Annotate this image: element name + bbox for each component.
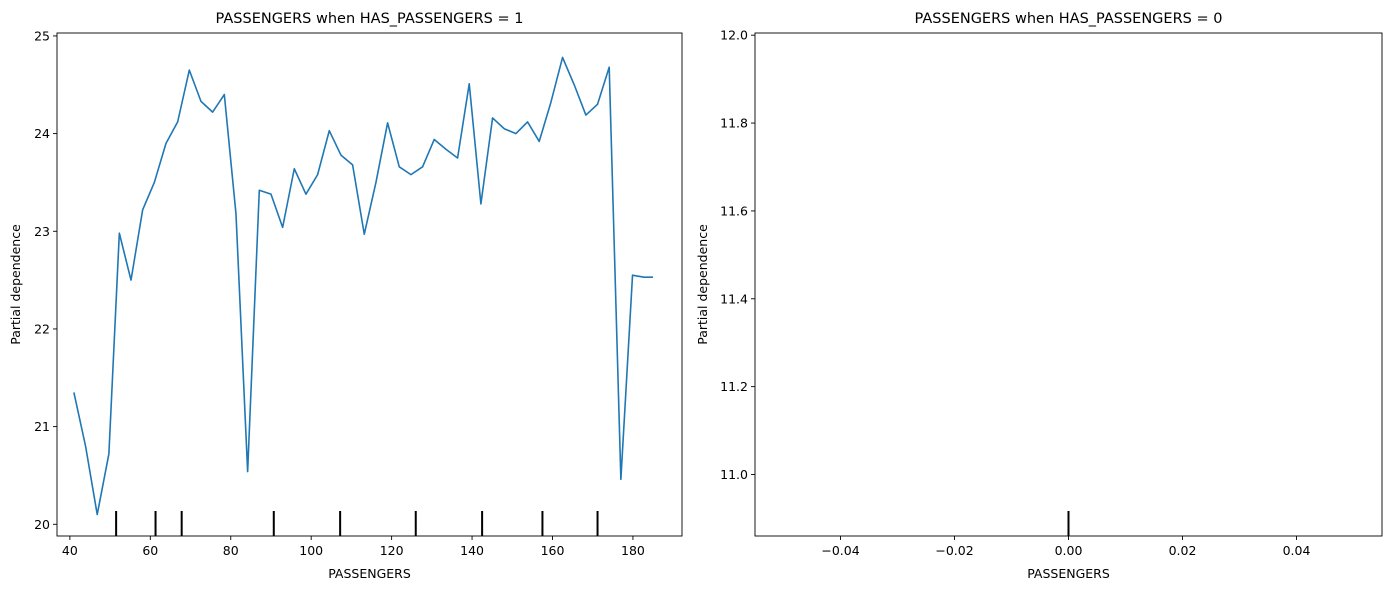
chart-title: PASSENGERS when HAS_PASSENGERS = 1: [216, 11, 524, 27]
x-tick-label: 0.04: [1283, 543, 1311, 558]
x-tick-label: 0.00: [1055, 543, 1083, 558]
y-tick-label: 25: [34, 28, 50, 43]
y-tick-label: 11.0: [720, 467, 748, 482]
x-tick-label: 160: [541, 543, 565, 558]
y-tick-label: 11.4: [720, 291, 748, 306]
y-tick-label: 20: [34, 517, 50, 532]
x-tick-label: −0.04: [821, 543, 859, 558]
axes-frame: [56, 32, 683, 537]
y-tick-label: 11.6: [720, 203, 748, 218]
y-tick-label: 11.2: [720, 379, 748, 394]
x-tick-label: 180: [621, 543, 645, 558]
x-tick-label: 40: [62, 543, 78, 558]
x-tick-label: −0.02: [935, 543, 973, 558]
x-tick-label: 60: [142, 543, 158, 558]
x-tick-label: 0.02: [1169, 543, 1197, 558]
chart-panel-2: −0.04 −0.02 0.00 0.02 0.04 11.0 11.2 11.4 11.6 11…: [695, 11, 1383, 581]
chart-title: PASSENGERS when HAS_PASSENGERS = 0: [915, 11, 1223, 27]
chart-panel-1: 40 60 80 100 120 140 160 180 20 21 22 23 24 25 PASSENG…: [8, 11, 683, 581]
y-tick-label: 23: [34, 224, 50, 239]
pd-line: [73, 56, 654, 516]
y-tick-label: 12.0: [720, 28, 748, 43]
x-axis-label: PASSENGERS: [1027, 566, 1110, 581]
x-tick-label: 100: [299, 543, 323, 558]
y-axis-label: Partial dependence: [695, 224, 710, 345]
axes-frame: [754, 32, 1383, 537]
y-tick-label: 22: [34, 321, 50, 336]
x-tick-label: 80: [223, 543, 239, 558]
x-tick-label: 120: [380, 543, 404, 558]
y-axis-label: Partial dependence: [8, 224, 23, 345]
x-tick-label: 140: [460, 543, 484, 558]
y-tick-label: 24: [34, 126, 50, 141]
y-tick-label: 21: [34, 419, 50, 434]
x-axis-label: PASSENGERS: [328, 566, 411, 581]
y-tick-label: 11.8: [720, 116, 748, 131]
